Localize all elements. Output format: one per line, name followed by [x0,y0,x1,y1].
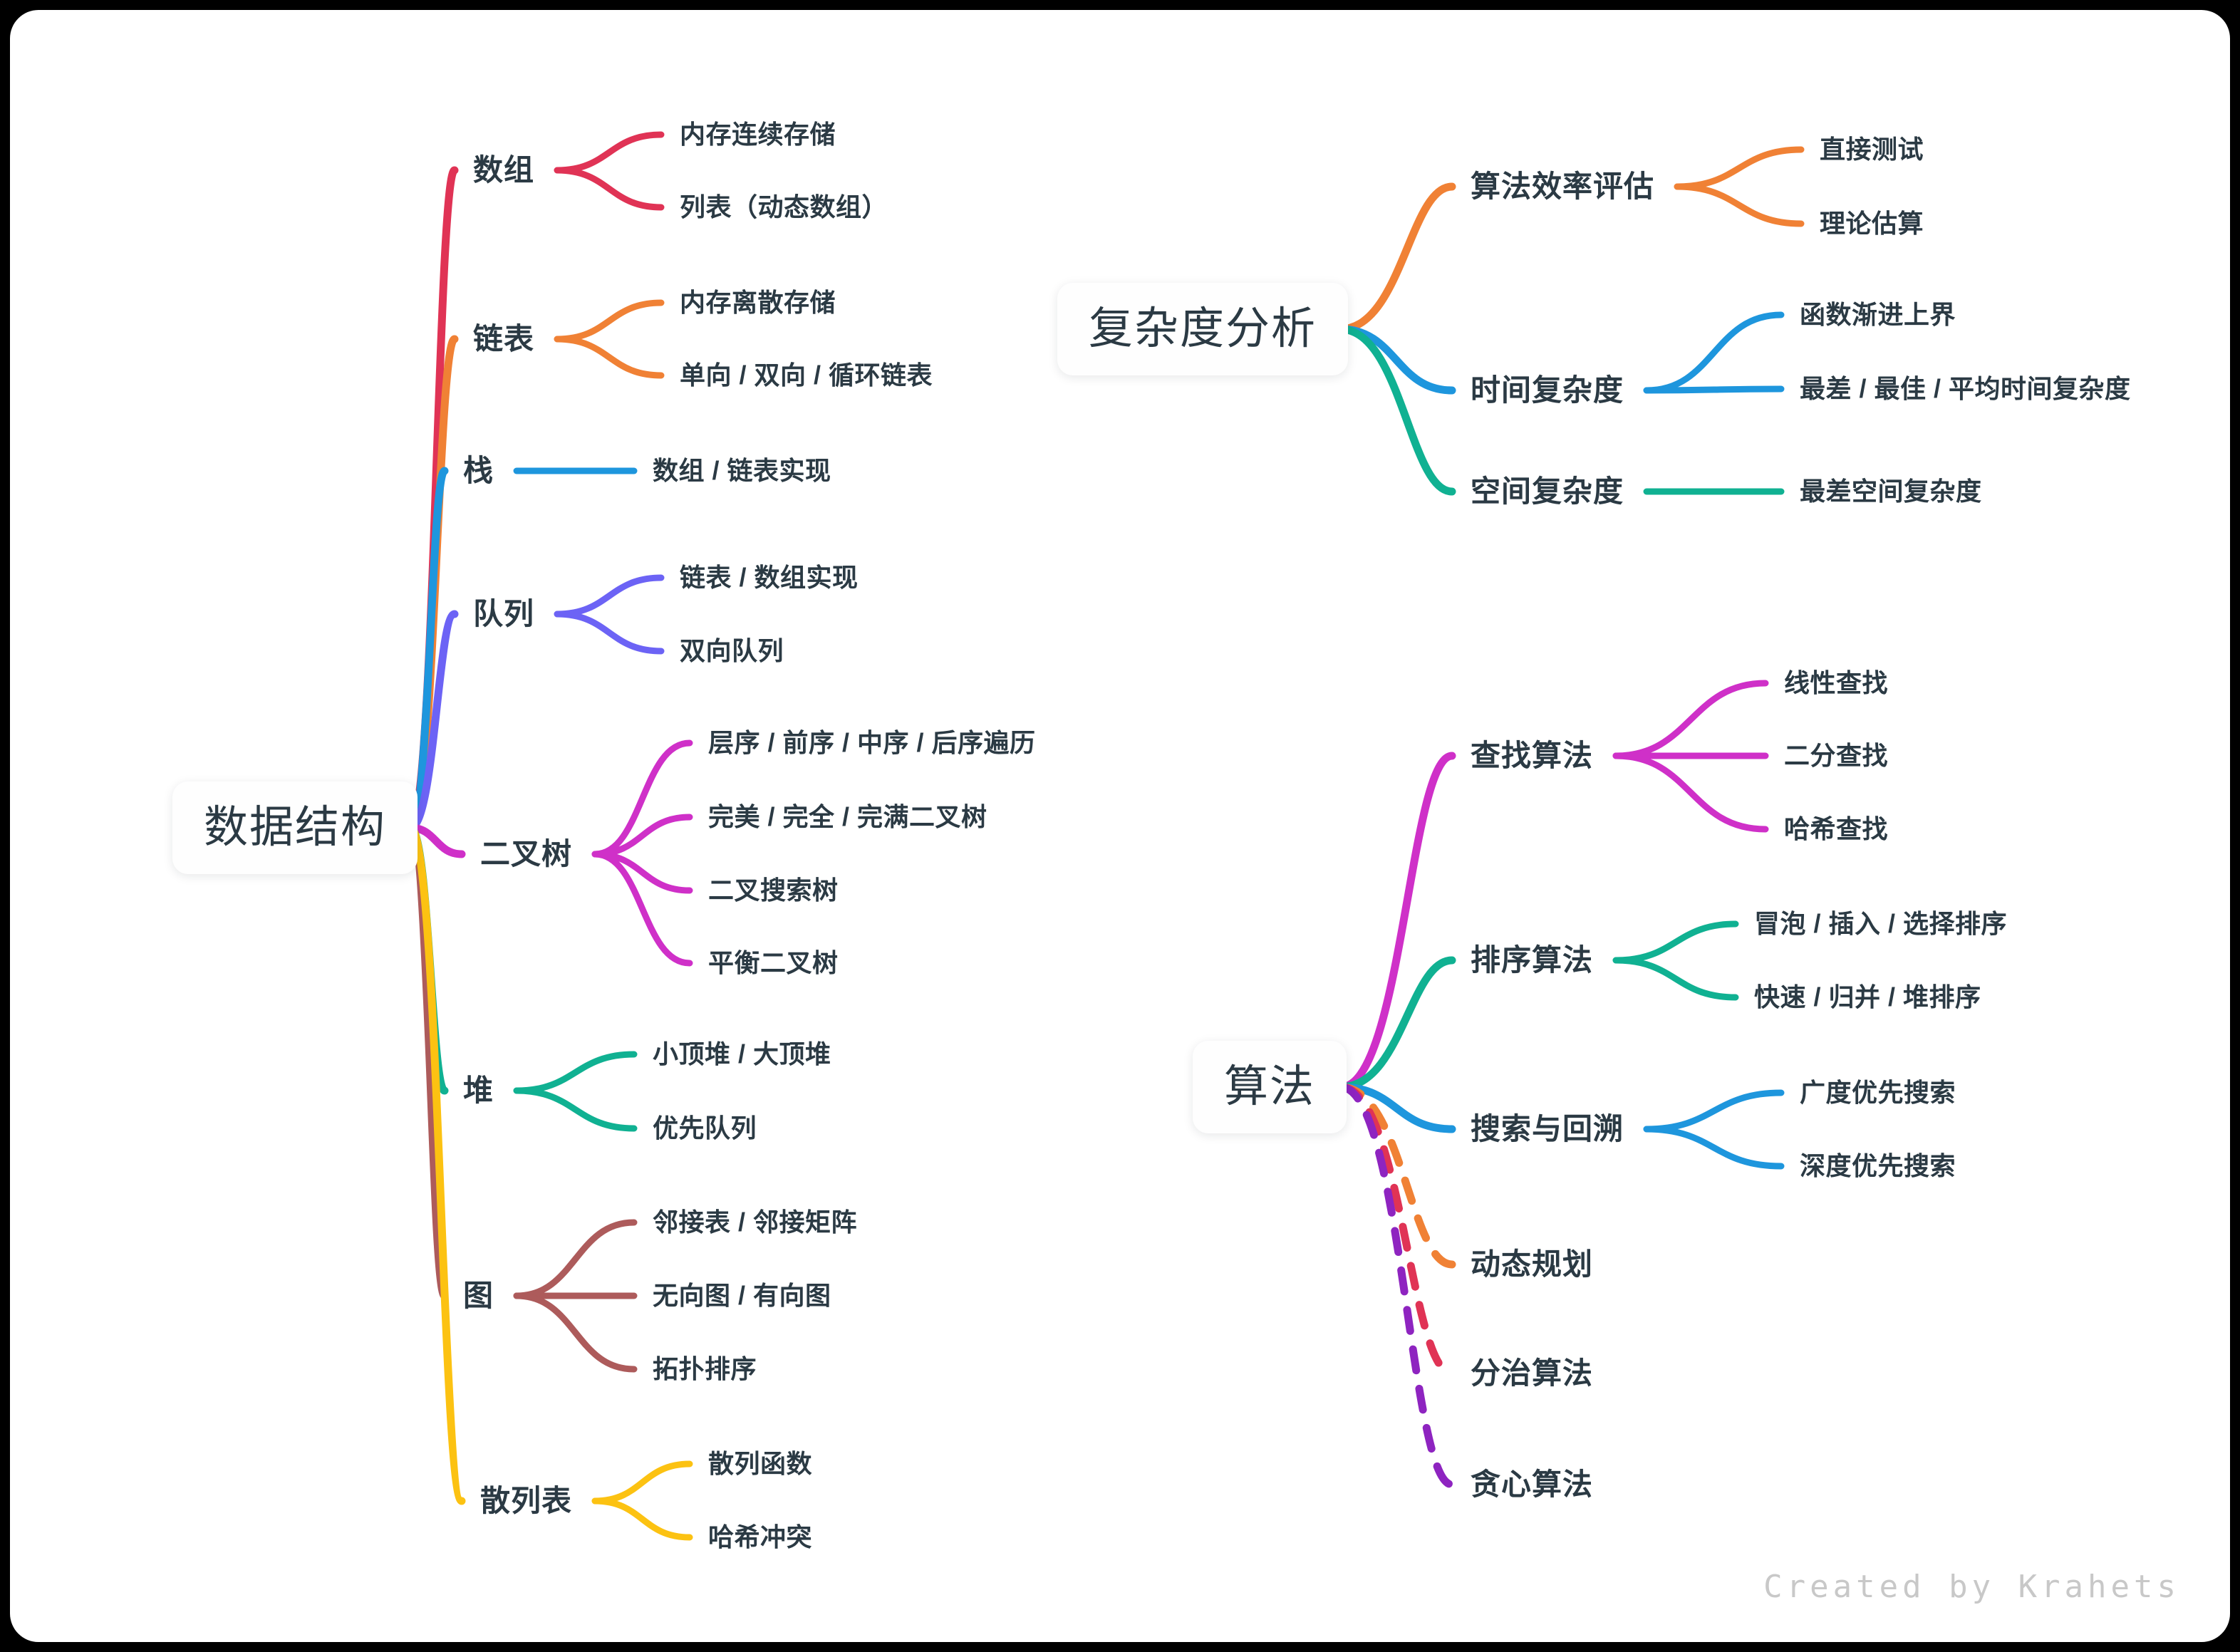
leaf-node-data-structure-7-1[interactable]: 哈希冲突 [708,1522,813,1552]
leaf-node-data-structure-2-0[interactable]: 数组 / 链表实现 [653,456,831,485]
leaf-node-algorithm-2-1[interactable]: 深度优先搜索 [1800,1151,1956,1180]
branch-node-data-structure-5[interactable]: 堆 [463,1074,494,1107]
leaf-node-data-structure-7-0[interactable]: 散列函数 [708,1449,813,1478]
leaf-node-data-structure-6-1[interactable]: 无向图 / 有向图 [653,1281,831,1310]
branch-node-data-structure-7[interactable]: 散列表 [480,1484,573,1517]
leaf-node-data-structure-1-0[interactable]: 内存离散存储 [680,288,836,317]
branch-node-algorithm-1[interactable]: 排序算法 [1471,943,1594,977]
leaf-node-complexity-analysis-0-1[interactable]: 理论估算 [1820,209,1924,238]
leaf-node-data-structure-6-0[interactable]: 邻接表 / 邻接矩阵 [653,1207,858,1237]
branch-node-complexity-analysis-2[interactable]: 空间复杂度 [1471,474,1624,508]
leaf-node-data-structure-5-0[interactable]: 小顶堆 / 大顶堆 [653,1039,831,1069]
leaf-node-algorithm-0-0[interactable]: 线性查找 [1784,668,1889,697]
branch-node-algorithm-5[interactable]: 贪心算法 [1471,1467,1594,1501]
leaf-node-data-structure-3-0[interactable]: 链表 / 数组实现 [680,563,859,592]
root-node-data-structure[interactable]: 数据结构 [172,781,418,874]
leaf-node-data-structure-3-1[interactable]: 双向队列 [680,636,784,665]
branch-node-algorithm-2[interactable]: 搜索与回溯 [1471,1112,1624,1146]
branch-node-complexity-analysis-0[interactable]: 算法效率评估 [1471,170,1655,203]
branch-node-data-structure-1[interactable]: 链表 [473,322,535,355]
root-node-algorithm[interactable]: 算法 [1193,1041,1347,1133]
connector-lines [406,131,1805,1541]
leaf-node-complexity-analysis-2-0[interactable]: 最差空间复杂度 [1800,477,1982,506]
branch-node-algorithm-3[interactable]: 动态规划 [1471,1247,1594,1281]
leaf-node-data-structure-0-0[interactable]: 内存连续存储 [680,120,836,149]
root-node-complexity-analysis[interactable]: 复杂度分析 [1057,283,1349,375]
leaf-node-data-structure-1-1[interactable]: 单向 / 双向 / 循环链表 [680,360,933,390]
leaf-node-algorithm-1-0[interactable]: 冒泡 / 插入 / 选择排序 [1754,909,2008,938]
branch-node-data-structure-6[interactable]: 图 [463,1279,494,1312]
leaf-node-complexity-analysis-1-1[interactable]: 最差 / 最佳 / 平均时间复杂度 [1800,374,2131,403]
leaf-node-data-structure-4-2[interactable]: 二叉搜索树 [708,876,839,905]
branch-node-data-structure-0[interactable]: 数组 [473,153,535,187]
leaf-node-data-structure-5-1[interactable]: 优先队列 [653,1113,757,1143]
mindmap-sheet: 数据结构 数组 内存连续存储列表（动态数组） 链表 内存离散存储单向 / 双向 / 循环… [10,10,2230,1642]
leaf-node-data-structure-4-3[interactable]: 平衡二叉树 [708,948,839,977]
leaf-node-data-structure-4-0[interactable]: 层序 / 前序 / 中序 / 后序遍历 [708,728,1036,757]
leaf-node-data-structure-6-2[interactable]: 拓扑排序 [653,1354,757,1383]
leaf-node-complexity-analysis-1-0[interactable]: 函数渐进上界 [1800,300,1956,329]
leaf-node-algorithm-0-1[interactable]: 二分查找 [1784,741,1889,770]
leaf-node-algorithm-2-0[interactable]: 广度优先搜索 [1800,1078,1956,1107]
leaf-node-data-structure-0-1[interactable]: 列表（动态数组） [680,192,888,222]
leaf-node-algorithm-1-1[interactable]: 快速 / 归并 / 堆排序 [1754,982,1981,1012]
branch-node-complexity-analysis-1[interactable]: 时间复杂度 [1471,373,1624,407]
branch-node-data-structure-4[interactable]: 二叉树 [480,837,573,871]
branch-node-algorithm-4[interactable]: 分治算法 [1471,1356,1594,1390]
branch-node-data-structure-3[interactable]: 队列 [473,597,535,630]
leaf-node-complexity-analysis-0-0[interactable]: 直接测试 [1820,135,1924,164]
leaf-node-data-structure-4-1[interactable]: 完美 / 完全 / 完满二叉树 [708,802,987,831]
branch-node-data-structure-2[interactable]: 栈 [463,454,494,487]
branch-node-algorithm-0[interactable]: 查找算法 [1471,739,1594,772]
watermark-label: Created by Krahets [1763,1569,2180,1605]
leaf-node-algorithm-0-2[interactable]: 哈希查找 [1784,814,1889,843]
